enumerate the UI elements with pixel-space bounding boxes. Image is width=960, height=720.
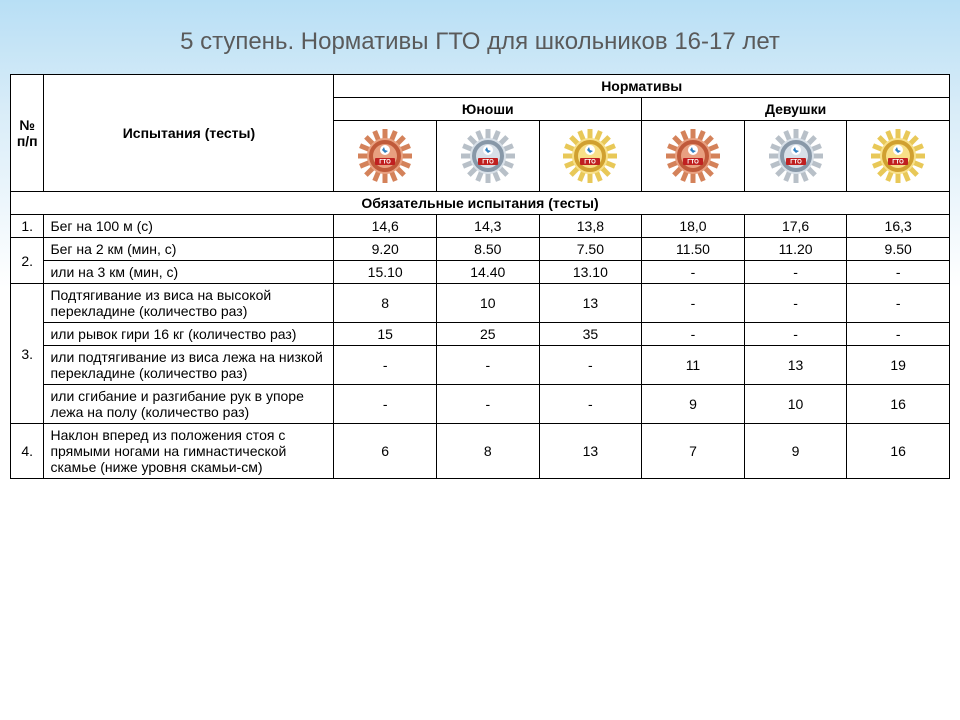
header-norms: Нормативы <box>334 75 950 98</box>
svg-text:ГТО: ГТО <box>482 160 494 166</box>
table-container: № п/п Испытания (тесты) Нормативы Юноши … <box>0 74 960 479</box>
table-row: или рывок гири 16 кг (количество раз)152… <box>11 323 950 346</box>
value-cell: - <box>847 323 950 346</box>
badge-girls-gold: ГТО <box>847 121 950 192</box>
value-cell: - <box>334 346 437 385</box>
badge-girls-bronze: ГТО <box>642 121 745 192</box>
value-cell: 16 <box>847 385 950 424</box>
badge-boys-gold: ГТО <box>539 121 642 192</box>
value-cell: 18,0 <box>642 215 745 238</box>
test-name: или подтягивание из виса лежа на низкой … <box>44 346 334 385</box>
svg-text:ГТО: ГТО <box>790 160 802 166</box>
value-cell: - <box>847 261 950 284</box>
value-cell: 16,3 <box>847 215 950 238</box>
value-cell: 9 <box>642 385 745 424</box>
header-boys: Юноши <box>334 98 642 121</box>
value-cell: - <box>744 323 847 346</box>
value-cell: 7.50 <box>539 238 642 261</box>
medal-icon: ГТО <box>768 128 824 184</box>
svg-text:ГТО: ГТО <box>687 160 699 166</box>
medal-icon: ГТО <box>357 128 413 184</box>
svg-text:ГТО: ГТО <box>379 160 391 166</box>
table-row: или подтягивание из виса лежа на низкой … <box>11 346 950 385</box>
value-cell: - <box>436 346 539 385</box>
test-name: Бег на 2 км (мин, с) <box>44 238 334 261</box>
test-name: Бег на 100 м (с) <box>44 215 334 238</box>
value-cell: - <box>539 385 642 424</box>
value-cell: 13 <box>744 346 847 385</box>
value-cell: 8 <box>436 424 539 479</box>
table-row: 3.Подтягивание из виса на высокой перекл… <box>11 284 950 323</box>
row-number: 3. <box>11 284 44 424</box>
medal-icon: ГТО <box>665 128 721 184</box>
table-row: 4.Наклон вперед из положения стоя с прям… <box>11 424 950 479</box>
value-cell: 8.50 <box>436 238 539 261</box>
badge-girls-silver: ГТО <box>744 121 847 192</box>
medal-icon: ГТО <box>870 128 926 184</box>
test-name: или сгибание и разгибание рук в упоре ле… <box>44 385 334 424</box>
value-cell: - <box>744 284 847 323</box>
header-girls: Девушки <box>642 98 950 121</box>
test-name: или рывок гири 16 кг (количество раз) <box>44 323 334 346</box>
header-tests: Испытания (тесты) <box>44 75 334 192</box>
value-cell: - <box>539 346 642 385</box>
value-cell: - <box>642 261 745 284</box>
value-cell: 14.40 <box>436 261 539 284</box>
value-cell: 15.10 <box>334 261 437 284</box>
value-cell: 14,6 <box>334 215 437 238</box>
table-row: или сгибание и разгибание рук в упоре ле… <box>11 385 950 424</box>
value-cell: 17,6 <box>744 215 847 238</box>
value-cell: 15 <box>334 323 437 346</box>
row-number: 4. <box>11 424 44 479</box>
value-cell: - <box>847 284 950 323</box>
svg-text:ГТО: ГТО <box>892 160 904 166</box>
value-cell: 9 <box>744 424 847 479</box>
value-cell: 16 <box>847 424 950 479</box>
badge-boys-bronze: ГТО <box>334 121 437 192</box>
section-header-row: Обязательные испытания (тесты) <box>11 192 950 215</box>
test-name: или на 3 км (мин, с) <box>44 261 334 284</box>
value-cell: 10 <box>436 284 539 323</box>
value-cell: 8 <box>334 284 437 323</box>
header-num: № п/п <box>11 75 44 192</box>
value-cell: 25 <box>436 323 539 346</box>
value-cell: 11 <box>642 346 745 385</box>
value-cell: 19 <box>847 346 950 385</box>
value-cell: 13 <box>539 284 642 323</box>
value-cell: 9.50 <box>847 238 950 261</box>
badge-boys-silver: ГТО <box>436 121 539 192</box>
section-label: Обязательные испытания (тесты) <box>11 192 950 215</box>
table-row: 2.Бег на 2 км (мин, с)9.208.507.5011.501… <box>11 238 950 261</box>
value-cell: 13.10 <box>539 261 642 284</box>
value-cell: 13,8 <box>539 215 642 238</box>
page-title: 5 ступень. Нормативы ГТО для школьников … <box>0 0 960 74</box>
table-row: 1.Бег на 100 м (с)14,614,313,818,017,616… <box>11 215 950 238</box>
test-name: Подтягивание из виса на высокой переклад… <box>44 284 334 323</box>
value-cell: - <box>744 261 847 284</box>
svg-text:ГТО: ГТО <box>585 160 597 166</box>
value-cell: 6 <box>334 424 437 479</box>
row-number: 1. <box>11 215 44 238</box>
value-cell: 35 <box>539 323 642 346</box>
test-name: Наклон вперед из положения стоя с прямым… <box>44 424 334 479</box>
value-cell: - <box>436 385 539 424</box>
medal-icon: ГТО <box>562 128 618 184</box>
standards-table: № п/п Испытания (тесты) Нормативы Юноши … <box>10 74 950 479</box>
value-cell: 7 <box>642 424 745 479</box>
value-cell: - <box>642 284 745 323</box>
value-cell: - <box>334 385 437 424</box>
value-cell: 10 <box>744 385 847 424</box>
value-cell: - <box>642 323 745 346</box>
value-cell: 11.50 <box>642 238 745 261</box>
row-number: 2. <box>11 238 44 284</box>
medal-icon: ГТО <box>460 128 516 184</box>
table-row: или на 3 км (мин, с)15.1014.4013.10--- <box>11 261 950 284</box>
value-cell: 13 <box>539 424 642 479</box>
value-cell: 14,3 <box>436 215 539 238</box>
value-cell: 9.20 <box>334 238 437 261</box>
value-cell: 11.20 <box>744 238 847 261</box>
